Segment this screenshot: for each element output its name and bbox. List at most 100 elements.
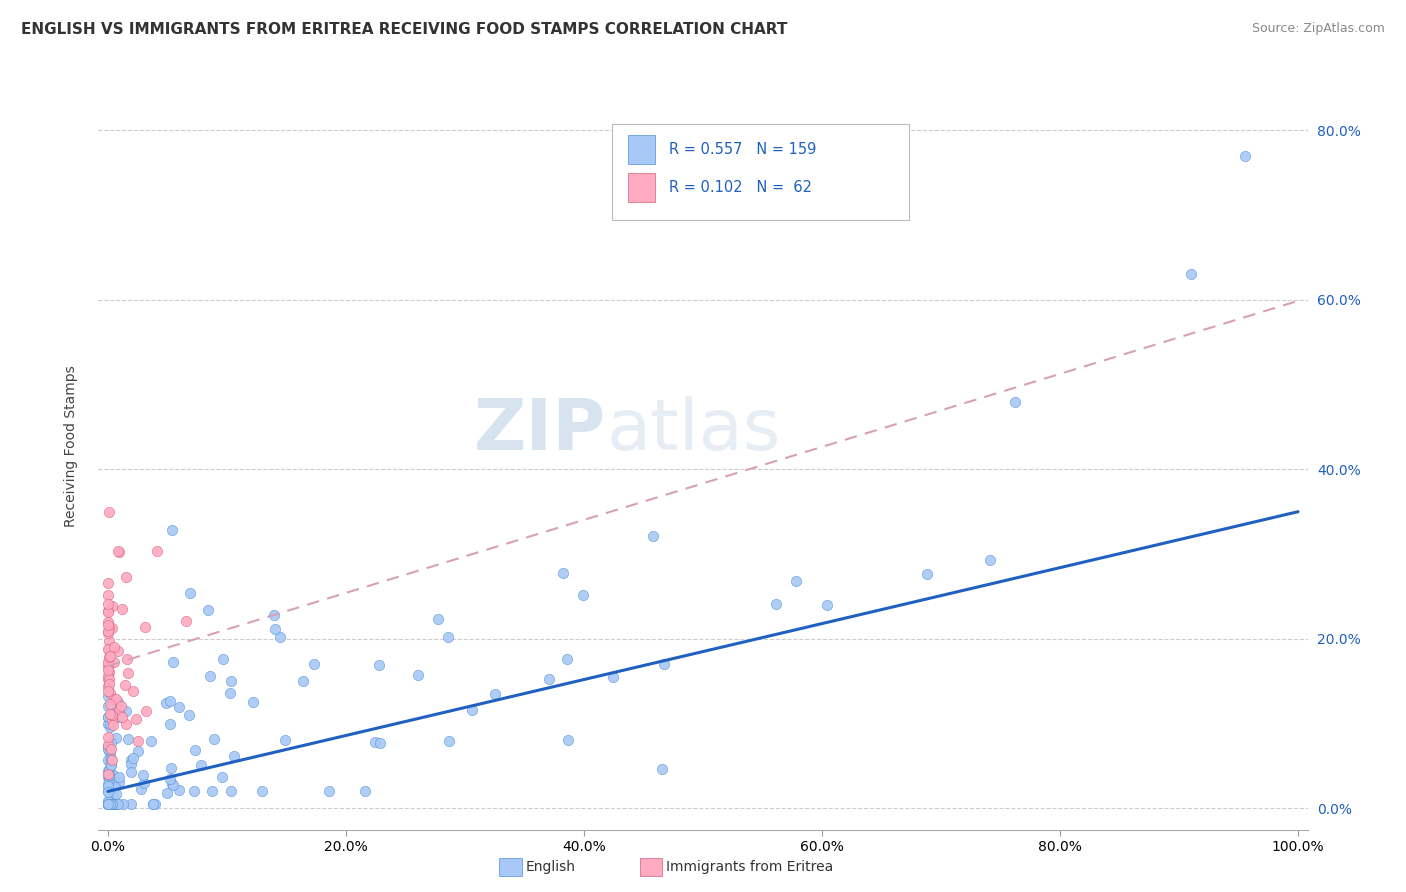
Point bbox=[100, 797, 122, 811]
Point bbox=[97, 668, 120, 682]
Point bbox=[218, 686, 240, 700]
Point bbox=[190, 758, 212, 772]
Point bbox=[107, 544, 129, 558]
Point bbox=[115, 717, 138, 731]
Point bbox=[97, 779, 120, 793]
Point bbox=[97, 633, 120, 648]
Point bbox=[97, 626, 120, 640]
Point bbox=[115, 651, 138, 665]
Point bbox=[100, 797, 122, 811]
Point bbox=[101, 789, 124, 803]
Point bbox=[100, 741, 122, 756]
Point bbox=[101, 708, 124, 723]
Point bbox=[127, 744, 149, 758]
Text: ENGLISH VS IMMIGRANTS FROM ERITREA RECEIVING FOOD STAMPS CORRELATION CHART: ENGLISH VS IMMIGRANTS FROM ERITREA RECEI… bbox=[21, 22, 787, 37]
Point bbox=[159, 772, 181, 787]
Point bbox=[101, 714, 124, 728]
Text: R = 0.102   N =  62: R = 0.102 N = 62 bbox=[669, 180, 813, 195]
Point bbox=[219, 674, 242, 689]
Point bbox=[100, 797, 122, 811]
Point bbox=[105, 731, 128, 745]
Point bbox=[651, 762, 673, 776]
Point bbox=[103, 692, 125, 706]
Point bbox=[127, 734, 149, 748]
Point bbox=[97, 738, 120, 752]
Point bbox=[815, 598, 838, 612]
Bar bbox=[628, 135, 655, 164]
Point bbox=[572, 588, 595, 602]
Point bbox=[97, 753, 120, 767]
Point bbox=[103, 797, 125, 811]
Point bbox=[167, 700, 190, 714]
Point bbox=[97, 655, 120, 669]
Point bbox=[115, 704, 138, 718]
Point bbox=[108, 710, 131, 724]
Point bbox=[97, 764, 120, 778]
Point bbox=[100, 797, 122, 811]
Point bbox=[143, 797, 166, 811]
Point bbox=[98, 797, 121, 811]
Point bbox=[97, 588, 120, 602]
Point bbox=[100, 621, 122, 635]
Point bbox=[427, 612, 450, 626]
Point bbox=[120, 753, 142, 767]
Point bbox=[100, 792, 122, 806]
Text: Immigrants from Eritrea: Immigrants from Eritrea bbox=[666, 860, 834, 874]
Point bbox=[97, 740, 120, 755]
Point bbox=[98, 672, 121, 686]
Point bbox=[97, 597, 120, 611]
Point bbox=[110, 602, 132, 616]
Point bbox=[104, 780, 127, 795]
Point bbox=[100, 717, 122, 731]
Point bbox=[98, 797, 121, 811]
Point bbox=[100, 797, 122, 811]
Point bbox=[155, 696, 177, 710]
Point bbox=[97, 797, 120, 811]
Point bbox=[97, 797, 120, 811]
Point bbox=[97, 730, 120, 744]
Point bbox=[98, 797, 121, 811]
Point bbox=[97, 741, 120, 756]
Point bbox=[122, 751, 145, 765]
Point bbox=[184, 742, 207, 756]
Point bbox=[134, 620, 156, 634]
Point bbox=[97, 784, 120, 798]
Point bbox=[167, 783, 190, 797]
Point bbox=[364, 735, 387, 749]
Point bbox=[98, 797, 121, 811]
Point bbox=[110, 698, 132, 713]
Point bbox=[211, 770, 233, 784]
Point bbox=[100, 599, 122, 613]
Point bbox=[117, 666, 139, 681]
Point bbox=[97, 777, 120, 791]
Point bbox=[557, 733, 579, 747]
Point bbox=[101, 718, 124, 732]
Point bbox=[100, 757, 122, 772]
Point bbox=[97, 658, 120, 673]
Point bbox=[97, 641, 120, 656]
Point bbox=[97, 617, 120, 632]
Point bbox=[269, 630, 291, 644]
Point bbox=[97, 794, 120, 808]
Point bbox=[97, 672, 120, 686]
Point bbox=[103, 797, 125, 811]
Point bbox=[104, 797, 127, 811]
Point bbox=[103, 768, 125, 782]
Point bbox=[98, 650, 121, 665]
Point bbox=[124, 712, 146, 726]
Point bbox=[97, 797, 120, 811]
Point bbox=[97, 710, 120, 724]
Point bbox=[134, 704, 156, 718]
Point bbox=[97, 642, 120, 657]
Point bbox=[484, 687, 506, 701]
Point bbox=[97, 797, 120, 811]
Point bbox=[100, 797, 122, 811]
Point bbox=[368, 736, 391, 750]
Point bbox=[765, 597, 787, 611]
Point bbox=[917, 566, 939, 581]
Point bbox=[104, 797, 127, 811]
Point bbox=[100, 757, 122, 772]
Point bbox=[160, 761, 183, 775]
Point bbox=[98, 797, 121, 811]
Point bbox=[97, 709, 120, 723]
